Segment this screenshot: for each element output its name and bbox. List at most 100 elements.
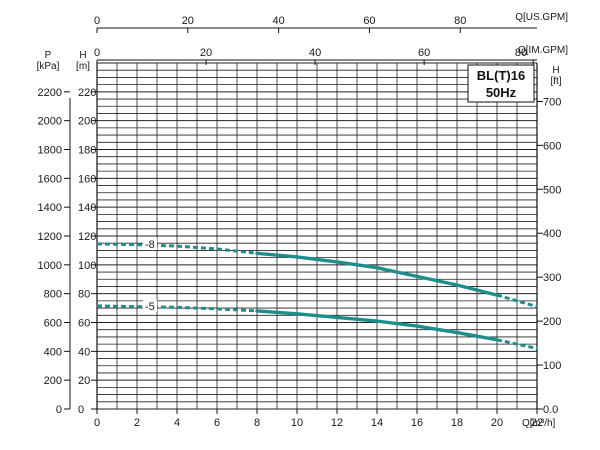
curve-segment	[335, 260, 379, 270]
head-m-tick-label: 220	[78, 87, 96, 99]
curve-point	[376, 320, 378, 322]
x-axis-label: Q[m³/h]	[522, 418, 556, 429]
x-tick-label: 6	[214, 417, 220, 429]
head-ft-axis-title: H	[552, 65, 559, 76]
usgpm-tick-label: 20	[182, 15, 194, 27]
head-ft-axis-unit: [ft]	[550, 76, 561, 87]
head-ft-tick-label: 400	[543, 228, 561, 240]
curve-segment	[176, 305, 218, 311]
curve-point	[496, 339, 498, 341]
curve-segment	[216, 307, 258, 313]
x-tick-label: 8	[254, 417, 260, 429]
curve-segment	[96, 304, 138, 309]
x-tick-label: 0	[94, 417, 100, 429]
curve-segment	[455, 330, 499, 342]
curve-point	[176, 306, 178, 308]
curve-segment	[375, 266, 419, 279]
x-tick-label: 4	[174, 417, 180, 429]
pressure-tick-label: 1600	[38, 173, 62, 185]
imgpm-tick-label: 40	[309, 47, 321, 59]
usgpm-tick-label: 40	[273, 15, 285, 27]
head-ft-tick-label: 600	[543, 140, 561, 152]
pressure-tick-label: 2000	[38, 116, 62, 128]
pressure-tick-label: 200	[44, 375, 62, 387]
curve-segment	[216, 247, 258, 255]
x-tick-label: 18	[451, 417, 463, 429]
head-m-axis-unit: [m]	[76, 61, 90, 72]
top-axis-usgpm-label: Q[US.GPM]	[515, 12, 568, 23]
head-ft-tick-label: 200	[543, 316, 561, 328]
imgpm-tick-label: 20	[200, 47, 212, 59]
usgpm-tick-label: 0	[94, 15, 100, 27]
curve-label-background	[143, 237, 157, 250]
head-m-tick-label: 60	[78, 318, 90, 330]
head-m-tick-label: 80	[78, 289, 90, 301]
curve-label-background	[143, 299, 157, 312]
imgpm-tick-label: 60	[418, 47, 430, 59]
head-m-tick-label: 0	[78, 404, 84, 416]
curve-segment	[255, 309, 299, 316]
head-m-tick-label: 20	[78, 375, 90, 387]
x-tick-label: 20	[491, 417, 503, 429]
head-ft-tick-label: 700	[543, 96, 561, 108]
curve-segment	[96, 242, 138, 247]
head-ft-tick-label: 100	[543, 360, 561, 372]
curve-point	[416, 275, 418, 277]
curve-point	[416, 325, 418, 327]
usgpm-tick-label: 80	[454, 15, 466, 27]
x-tick-label: 12	[331, 417, 343, 429]
curve-segment	[496, 293, 538, 309]
curve-point	[456, 331, 458, 334]
curve-segment	[375, 319, 419, 328]
pressure-tick-label: 0	[56, 404, 62, 416]
x-tick-label: 14	[371, 417, 383, 429]
x-tick-label: 22	[531, 417, 543, 429]
curve-segment	[335, 315, 379, 323]
x-tick-label: 2	[134, 417, 140, 429]
curve-point	[296, 313, 298, 315]
pressure-tick-label: 1800	[38, 145, 62, 157]
curve-segment	[295, 312, 339, 320]
curve-point	[96, 305, 98, 307]
head-m-tick-label: 40	[78, 346, 90, 358]
pressure-tick-label: 800	[44, 289, 62, 301]
pressure-tick-label: 1200	[38, 231, 62, 243]
curve-segment	[295, 255, 339, 264]
curve-label: -8	[145, 239, 155, 251]
grid	[96, 62, 538, 410]
curve-point	[256, 252, 258, 254]
curve-point	[376, 267, 378, 269]
curve-segment	[255, 251, 299, 259]
curve-point	[496, 294, 498, 296]
curve-point	[256, 310, 258, 312]
curve-point	[176, 245, 178, 247]
pressure-tick-label: 1000	[38, 260, 62, 272]
curve-point	[96, 243, 98, 245]
usgpm-tick-label: 60	[363, 15, 375, 27]
curve-point	[216, 248, 218, 250]
pressure-tick-label: 1400	[38, 202, 62, 214]
imgpm-tick-label: 0	[94, 47, 100, 59]
curve-segment	[176, 244, 218, 251]
imgpm-tick-label: 80	[515, 47, 527, 59]
head-m-tick-label: 100	[78, 260, 96, 272]
head-ft-tick-label: 500	[543, 184, 561, 196]
curve-point	[336, 261, 338, 263]
model-title: BL(T)16	[477, 68, 525, 83]
curve-point	[456, 284, 458, 286]
head-ft-tick-label: 300	[543, 272, 561, 284]
head-m-tick-label: 180	[78, 145, 96, 157]
head-m-tick-label: 140	[78, 202, 96, 214]
curve-point	[336, 316, 338, 319]
x-tick-label: 10	[291, 417, 303, 429]
pressure-tick-label: 400	[44, 346, 62, 358]
pressure-tick-label: 2200	[38, 87, 62, 99]
curve-segment	[415, 324, 459, 335]
curve-segment	[415, 274, 459, 287]
curve-segment	[455, 283, 499, 297]
head-m-tick-label: 120	[78, 231, 96, 243]
curve-segment	[496, 338, 538, 350]
model-box	[467, 64, 535, 103]
curves: -8 -5	[96, 237, 538, 350]
